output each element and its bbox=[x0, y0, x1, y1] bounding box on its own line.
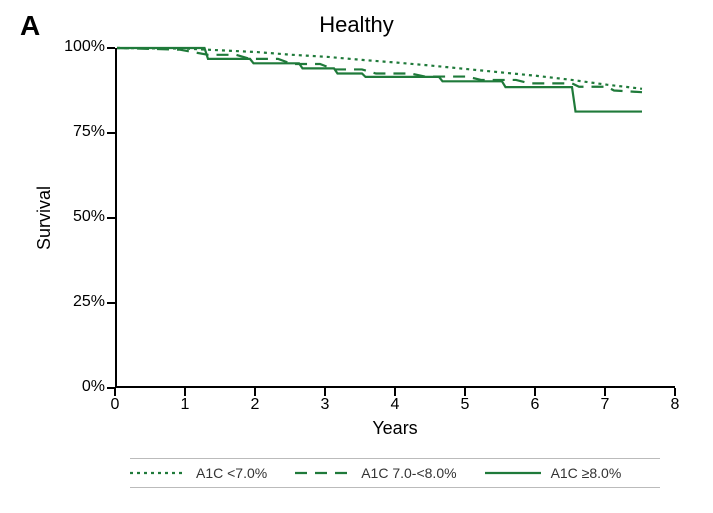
legend-label: A1C 7.0-<8.0% bbox=[361, 465, 456, 481]
x-tick-mark bbox=[674, 388, 676, 396]
x-tick-label: 4 bbox=[385, 396, 405, 414]
x-tick-mark bbox=[604, 388, 606, 396]
y-axis-label: Survival bbox=[34, 186, 55, 250]
legend-item: A1C 7.0-<8.0% bbox=[295, 465, 456, 481]
y-tick-label: 75% bbox=[55, 123, 105, 141]
x-tick-mark bbox=[114, 388, 116, 396]
x-tick-label: 7 bbox=[595, 396, 615, 414]
y-tick-label: 50% bbox=[55, 208, 105, 226]
x-tick-mark bbox=[394, 388, 396, 396]
x-tick-mark bbox=[464, 388, 466, 396]
x-tick-mark bbox=[324, 388, 326, 396]
legend-item: A1C ≥8.0% bbox=[485, 465, 622, 481]
legend-item: A1C <7.0% bbox=[130, 465, 267, 481]
legend-swatch bbox=[485, 467, 541, 479]
x-tick-label: 6 bbox=[525, 396, 545, 414]
y-tick-mark bbox=[107, 132, 115, 134]
y-tick-mark bbox=[107, 302, 115, 304]
x-tick-label: 5 bbox=[455, 396, 475, 414]
x-tick-label: 2 bbox=[245, 396, 265, 414]
y-tick-mark bbox=[107, 217, 115, 219]
y-tick-label: 100% bbox=[55, 38, 105, 56]
series-line bbox=[117, 48, 642, 92]
survival-chart: A Healthy Survival Years 0%25%50%75%100%… bbox=[0, 0, 713, 513]
series-line bbox=[117, 48, 642, 112]
legend-label: A1C ≥8.0% bbox=[551, 465, 622, 481]
y-tick-mark bbox=[107, 47, 115, 49]
x-tick-label: 0 bbox=[105, 396, 125, 414]
chart-title: Healthy bbox=[0, 12, 713, 38]
x-tick-label: 3 bbox=[315, 396, 335, 414]
series-lines bbox=[117, 48, 677, 388]
x-tick-mark bbox=[184, 388, 186, 396]
legend-swatch bbox=[295, 467, 351, 479]
x-tick-mark bbox=[534, 388, 536, 396]
legend: A1C <7.0% A1C 7.0-<8.0% A1C ≥8.0% bbox=[130, 458, 660, 488]
y-tick-label: 25% bbox=[55, 293, 105, 311]
x-tick-mark bbox=[254, 388, 256, 396]
x-axis-label: Years bbox=[115, 418, 675, 439]
x-tick-label: 1 bbox=[175, 396, 195, 414]
legend-label: A1C <7.0% bbox=[196, 465, 267, 481]
x-tick-label: 8 bbox=[665, 396, 685, 414]
legend-swatch bbox=[130, 467, 186, 479]
y-tick-label: 0% bbox=[55, 378, 105, 396]
plot-area bbox=[115, 48, 675, 388]
